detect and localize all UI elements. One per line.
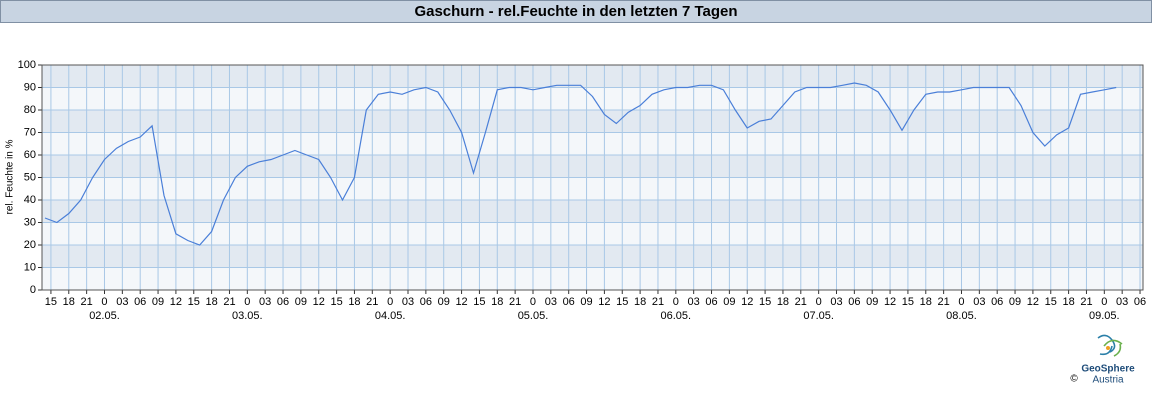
band bbox=[42, 110, 1143, 133]
x-tick-label: 12 bbox=[313, 296, 325, 308]
x-tick-label: 18 bbox=[920, 296, 932, 308]
x-tick-label: 18 bbox=[348, 296, 360, 308]
band bbox=[42, 200, 1143, 223]
x-tick-label: 18 bbox=[63, 296, 75, 308]
x-tick-label: 09 bbox=[866, 296, 878, 308]
x-tick-label: 21 bbox=[223, 296, 235, 308]
x-tick-label: 21 bbox=[652, 296, 664, 308]
x-tick-label: 15 bbox=[759, 296, 771, 308]
x-tick-label: 18 bbox=[1062, 296, 1074, 308]
x-tick-label: 09 bbox=[723, 296, 735, 308]
x-tick-label: 21 bbox=[795, 296, 807, 308]
x-tick-label: 0 bbox=[530, 296, 536, 308]
x-tick-label: 06 bbox=[420, 296, 432, 308]
x-date-label: 02.05. bbox=[89, 310, 120, 322]
chart-title: Gaschurn - rel.Feuchte in den letzten 7 … bbox=[414, 3, 737, 20]
y-tick-label: 60 bbox=[24, 149, 36, 161]
y-tick-label: 50 bbox=[24, 171, 36, 183]
x-tick-label: 18 bbox=[634, 296, 646, 308]
y-tick-label: 0 bbox=[30, 284, 36, 296]
x-tick-label: 0 bbox=[958, 296, 964, 308]
band bbox=[42, 245, 1143, 268]
x-tick-label: 03 bbox=[830, 296, 842, 308]
x-tick-label: 0 bbox=[244, 296, 250, 308]
x-tick-label: 0 bbox=[101, 296, 107, 308]
x-tick-label: 12 bbox=[1027, 296, 1039, 308]
x-tick-label: 06 bbox=[848, 296, 860, 308]
y-tick-label: 20 bbox=[24, 239, 36, 251]
x-tick-label: 09 bbox=[438, 296, 450, 308]
y-tick-label: 30 bbox=[24, 216, 36, 228]
x-tick-label: 21 bbox=[938, 296, 950, 308]
x-tick-label: 21 bbox=[509, 296, 521, 308]
x-tick-label: 03 bbox=[545, 296, 557, 308]
y-tick-label: 90 bbox=[24, 81, 36, 93]
x-tick-label: 06 bbox=[134, 296, 146, 308]
x-tick-label: 03 bbox=[116, 296, 128, 308]
x-tick-label: 21 bbox=[366, 296, 378, 308]
x-tick-label: 06 bbox=[705, 296, 717, 308]
x-tick-label: 12 bbox=[170, 296, 182, 308]
x-tick-label: 15 bbox=[188, 296, 200, 308]
x-date-label: 05.05. bbox=[518, 310, 549, 322]
x-tick-label: 03 bbox=[402, 296, 414, 308]
x-tick-label: 03 bbox=[259, 296, 271, 308]
x-date-label: 03.05. bbox=[232, 310, 263, 322]
logo-subtext: Austria bbox=[1092, 375, 1124, 386]
x-tick-label: 15 bbox=[902, 296, 914, 308]
x-tick-label: 18 bbox=[777, 296, 789, 308]
copyright: © bbox=[1070, 374, 1078, 385]
y-tick-label: 100 bbox=[18, 59, 36, 71]
x-tick-label: 03 bbox=[1116, 296, 1128, 308]
x-date-label: 09.05. bbox=[1089, 310, 1120, 322]
x-tick-label: 15 bbox=[616, 296, 628, 308]
x-date-label: 08.05. bbox=[946, 310, 977, 322]
y-tick-label: 10 bbox=[24, 261, 36, 273]
x-tick-label: 06 bbox=[277, 296, 289, 308]
x-tick-label: 18 bbox=[205, 296, 217, 308]
band bbox=[42, 65, 1143, 88]
plot-border bbox=[41, 64, 1144, 291]
x-tick-label: 0 bbox=[816, 296, 822, 308]
x-date-label: 07.05. bbox=[803, 310, 834, 322]
y-tick-label: 40 bbox=[24, 194, 36, 206]
x-tick-label: 12 bbox=[884, 296, 896, 308]
x-tick-label: 09 bbox=[580, 296, 592, 308]
x-tick-label: 21 bbox=[81, 296, 93, 308]
x-tick-label: 09 bbox=[1009, 296, 1021, 308]
x-tick-label: 0 bbox=[1101, 296, 1107, 308]
x-tick-label: 12 bbox=[741, 296, 753, 308]
logo-symbol bbox=[1097, 334, 1123, 357]
y-tick-label: 80 bbox=[24, 104, 36, 116]
x-tick-label: 03 bbox=[973, 296, 985, 308]
x-tick-label: 09 bbox=[152, 296, 164, 308]
x-tick-label: 15 bbox=[1045, 296, 1057, 308]
x-date-label: 04.05. bbox=[375, 310, 406, 322]
x-tick-label: 18 bbox=[491, 296, 503, 308]
logo-text: GeoSphere bbox=[1081, 364, 1135, 375]
x-tick-label: 0 bbox=[673, 296, 679, 308]
x-tick-label: 15 bbox=[330, 296, 342, 308]
y-axis-label: rel. Feuchte in % bbox=[5, 139, 16, 214]
x-tick-label: 15 bbox=[45, 296, 57, 308]
band bbox=[42, 155, 1143, 178]
x-tick-label: 09 bbox=[295, 296, 307, 308]
x-tick-label: 06 bbox=[1134, 296, 1146, 308]
x-tick-label: 12 bbox=[598, 296, 610, 308]
x-tick-label: 06 bbox=[563, 296, 575, 308]
x-tick-label: 06 bbox=[991, 296, 1003, 308]
x-tick-label: 0 bbox=[387, 296, 393, 308]
x-tick-label: 12 bbox=[455, 296, 467, 308]
data-line bbox=[44, 82, 1117, 246]
x-tick-label: 03 bbox=[688, 296, 700, 308]
y-tick-label: 70 bbox=[24, 126, 36, 138]
x-tick-label: 21 bbox=[1080, 296, 1092, 308]
x-tick-label: 15 bbox=[473, 296, 485, 308]
x-date-label: 06.05. bbox=[661, 310, 692, 322]
